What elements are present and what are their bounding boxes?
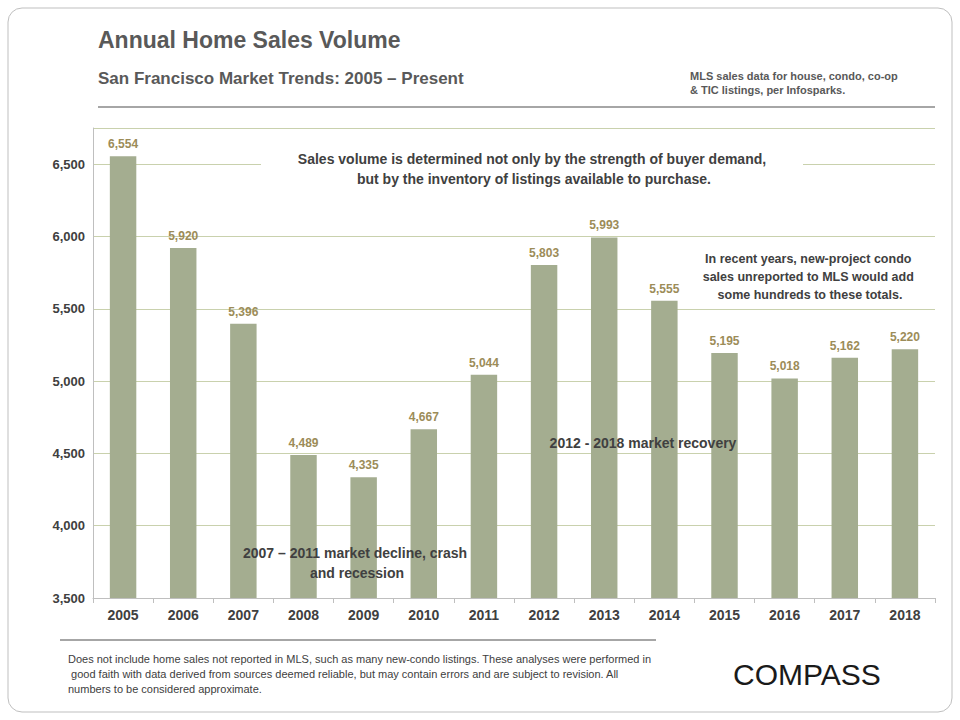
svg-text:San Francisco Market Trends: 2: San Francisco Market Trends: 2005 – Pres… [98,69,464,88]
svg-text:2017: 2017 [829,607,860,623]
svg-text:In recent years, new-project c: In recent years, new-project condo [705,252,915,266]
svg-text:5,162: 5,162 [830,339,860,353]
svg-text:2006: 2006 [168,607,199,623]
svg-text:6,000: 6,000 [52,229,85,244]
svg-text:good faith with data derived f: good faith with data derived from source… [68,668,621,680]
svg-text:2010: 2010 [408,607,439,623]
svg-text:MLS sales data for house, cond: MLS sales data for house, condo, co-op [690,70,901,82]
svg-text:& TIC listings, per Infosparks: & TIC listings, per Infosparks. [690,84,845,96]
svg-text:Sales volume is determined not: Sales volume is determined not only by t… [298,151,766,167]
svg-text:2018: 2018 [889,607,920,623]
svg-text:5,195: 5,195 [709,334,739,348]
svg-text:and recession: and recession [310,565,404,581]
svg-text:2007: 2007 [228,607,259,623]
svg-text:COMPASS: COMPASS [733,658,881,691]
svg-text:numbers to be considered appro: numbers to be considered approximate. [68,683,262,695]
svg-text:4,000: 4,000 [52,518,85,533]
svg-text:2011: 2011 [469,607,500,623]
svg-text:5,500: 5,500 [52,301,85,316]
svg-text:sales unreported to MLS would: sales unreported to MLS would add [703,270,918,284]
svg-text:2013: 2013 [589,607,620,623]
svg-text:Does not include home sales no: Does not include home sales not reported… [68,653,651,665]
svg-text:2012: 2012 [528,607,559,623]
svg-text:2005: 2005 [107,607,138,623]
svg-text:2016: 2016 [769,607,800,623]
svg-text:4,500: 4,500 [52,446,85,461]
svg-text:6,554: 6,554 [108,137,138,151]
svg-text:5,993: 5,993 [589,218,619,232]
svg-text:6,500: 6,500 [52,157,85,172]
svg-text:5,000: 5,000 [52,374,85,389]
svg-text:2014: 2014 [649,607,680,623]
svg-text:4,335: 4,335 [349,458,379,472]
svg-text:5,220: 5,220 [890,330,920,344]
svg-text:2009: 2009 [348,607,379,623]
svg-text:4,489: 4,489 [288,436,318,450]
svg-text:5,018: 5,018 [770,359,800,373]
svg-text:5,396: 5,396 [228,305,258,319]
svg-text:3,500: 3,500 [52,591,85,606]
svg-text:2007 – 2011 market decline, cr: 2007 – 2011 market decline, crash [243,545,471,561]
svg-text:but by the inventory of listin: but by the inventory of listings availab… [353,171,711,187]
svg-text:5,555: 5,555 [649,282,679,296]
svg-text:2015: 2015 [709,607,740,623]
svg-text:some hundreds to these totals.: some hundreds to these totals. [718,288,903,302]
svg-text:2012 - 2018 market recovery: 2012 - 2018 market recovery [550,435,737,451]
svg-text:5,803: 5,803 [529,246,559,260]
svg-text:2008: 2008 [288,607,319,623]
svg-text:4,667: 4,667 [409,410,439,424]
svg-text:5,920: 5,920 [168,229,198,243]
svg-text:Annual Home Sales Volume: Annual Home Sales Volume [98,27,400,53]
svg-text:5,044: 5,044 [469,356,499,370]
